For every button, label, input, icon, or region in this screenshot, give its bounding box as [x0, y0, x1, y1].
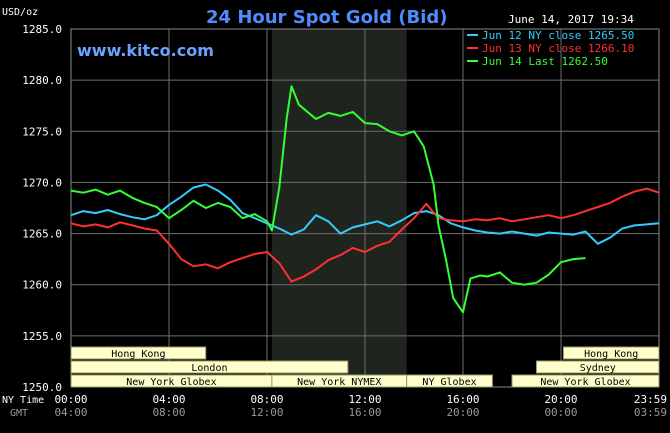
- session-label: NY Globex: [422, 377, 476, 388]
- y-tick-label: 1255.0: [22, 330, 62, 343]
- legend-entry: Jun 12 NY close 1265.50: [482, 29, 634, 42]
- series-line: [70, 85, 586, 314]
- series-line: [70, 183, 660, 245]
- session-box: [562, 346, 660, 360]
- y-tick-label: 1260.0: [22, 279, 62, 292]
- y-tick-label: 1280.0: [22, 74, 62, 87]
- ny-time-tick: 20:00: [544, 393, 577, 406]
- session-box: [406, 374, 493, 388]
- ny-time-tick: 16:00: [446, 393, 479, 406]
- market-sessions: Hong Kong London New York Globex New York N…: [70, 346, 660, 388]
- y-tick-label: 1275.0: [22, 125, 62, 138]
- timestamp: June 14, 2017 19:34: [508, 13, 634, 26]
- y-tick-label: 1250.0: [22, 381, 62, 394]
- gmt-time-tick: 03:59: [634, 406, 667, 419]
- y-tick-label: 1270.0: [22, 176, 62, 189]
- series-lines: [70, 85, 660, 314]
- session-box: [536, 360, 660, 374]
- gmt-time-tick: 04:00: [54, 406, 87, 419]
- series-line: [70, 187, 660, 283]
- session-label: London: [191, 363, 227, 374]
- session-label: New York Globex: [540, 377, 630, 388]
- session-label: Sydney: [580, 363, 616, 374]
- session-label: Hong Kong: [584, 349, 638, 360]
- ny-time-tick: 08:00: [250, 393, 283, 406]
- y-tick-label: 1265.0: [22, 228, 62, 241]
- gmt-label: GMT: [10, 408, 28, 419]
- gmt-time-tick: 12:00: [250, 406, 283, 419]
- session-label: New York NYMEX: [297, 377, 381, 388]
- nymex-shaded-region: [271, 29, 407, 387]
- session-box: [70, 360, 349, 374]
- session-box: [511, 374, 660, 388]
- session-label: Hong Kong: [111, 349, 165, 360]
- gmt-time-tick: 20:00: [446, 406, 479, 419]
- units-label: USD/oz: [2, 7, 38, 18]
- chart-title: 24 Hour Spot Gold (Bid): [206, 7, 447, 28]
- legend-entry: Jun 14 Last 1262.50: [482, 55, 608, 68]
- y-axis-ticks: 1250.0 1255.0 1260.0 1265.0 1270.0 1275.0 1280…: [22, 23, 62, 394]
- gmt-time-tick: 00:00: [544, 406, 577, 419]
- session-box: [70, 346, 207, 360]
- y-tick-label: 1285.0: [22, 23, 62, 36]
- gmt-time-tick: 08:00: [152, 406, 185, 419]
- gmt-time-tick: 16:00: [348, 406, 381, 419]
- ny-time-tick: 12:00: [348, 393, 381, 406]
- legend-entry: Jun 13 NY close 1266.10: [482, 42, 634, 55]
- ny-time-label: NY Time: [2, 395, 44, 406]
- brand-link[interactable]: www.kitco.com: [77, 41, 214, 60]
- ny-time-tick: 04:00: [152, 393, 185, 406]
- ny-time-tick: 23:59: [634, 393, 667, 406]
- ny-time-tick: 00:00: [54, 393, 87, 406]
- session-label: New York Globex: [126, 377, 216, 388]
